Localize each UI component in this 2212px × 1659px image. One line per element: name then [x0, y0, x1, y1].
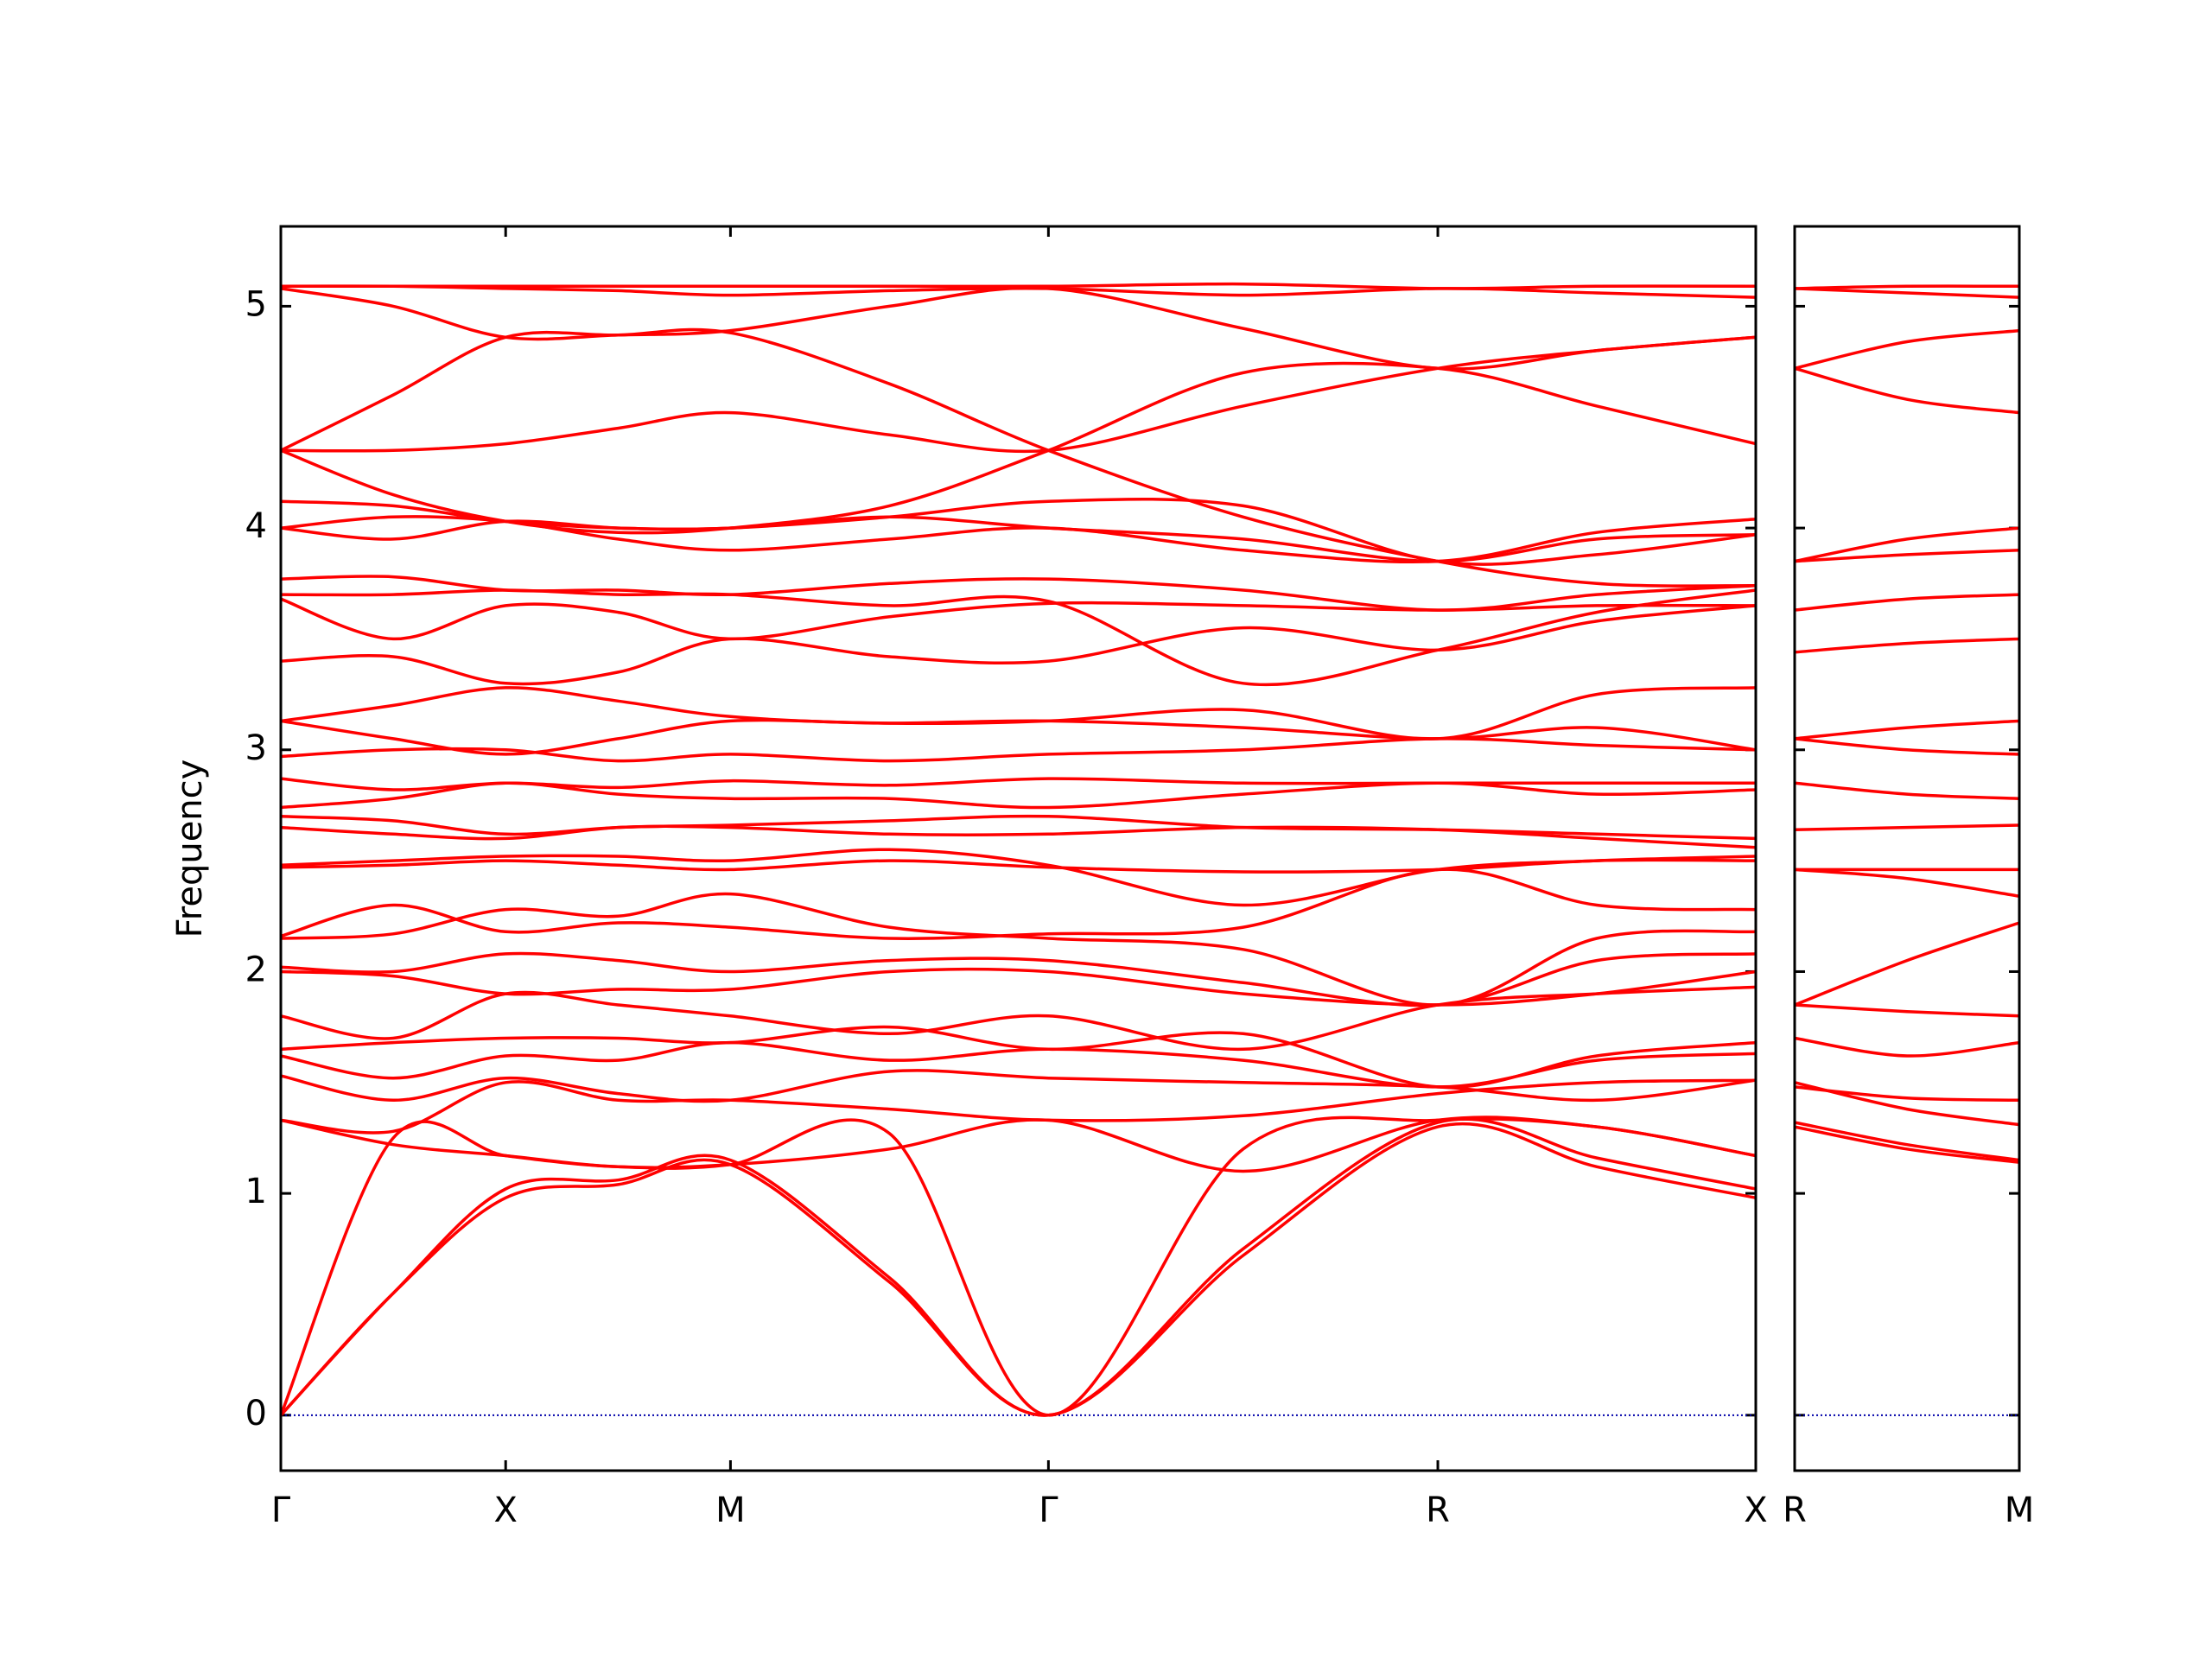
y-tick-label: 1 [245, 1172, 267, 1211]
band-line [280, 686, 1757, 741]
band-line [280, 868, 1757, 940]
y-axis-label: Frequency [170, 760, 210, 938]
band-line [1794, 366, 2020, 415]
band-line [1794, 549, 2020, 563]
band-line [1794, 287, 2020, 299]
band-line [280, 737, 1757, 763]
y-tick-label: 2 [245, 950, 267, 989]
band-line [279, 1122, 1757, 1417]
band-line [280, 858, 1757, 874]
band-line [280, 515, 1757, 563]
y-tick-label: 5 [245, 284, 267, 324]
x-tick-label: R [1426, 1491, 1450, 1530]
band-line [280, 604, 1757, 686]
band-line [280, 892, 1757, 1007]
band-line [1794, 719, 2020, 741]
band-line [280, 1025, 1757, 1090]
band-line [280, 1069, 1757, 1103]
band-line [280, 361, 1757, 535]
band-line [1794, 593, 2020, 612]
x-tick-label: Γ [271, 1491, 291, 1530]
band-line [1794, 1125, 2020, 1164]
x-tick-label: Γ [1039, 1491, 1058, 1530]
band-line [280, 327, 1757, 588]
plot-frame [1793, 225, 2021, 1472]
band-line [280, 781, 1757, 810]
band-line [1794, 637, 2020, 654]
band-line [280, 848, 1757, 907]
band-line [1794, 781, 2020, 800]
band-line [280, 597, 1757, 641]
band-line [280, 286, 1757, 371]
band-line [279, 1116, 1757, 1417]
y-tick-label: 4 [245, 506, 267, 546]
y-tick-label: 0 [245, 1394, 267, 1433]
band-line [1794, 1121, 2020, 1162]
band-line [1794, 737, 2020, 756]
band-line [280, 1040, 1757, 1089]
band-line [1794, 868, 2020, 898]
band-line [1794, 328, 2020, 371]
band-line [280, 777, 1756, 791]
band-line [280, 951, 1757, 1007]
band-line [280, 497, 1757, 566]
x-tick-label: X [1744, 1491, 1767, 1530]
x-tick-label: M [2005, 1491, 2035, 1530]
plot-frame [279, 225, 1758, 1472]
band-line [280, 575, 1757, 612]
band-line [280, 985, 1757, 1052]
band-line [279, 1117, 1757, 1417]
band-line [280, 824, 1757, 849]
band-line [1794, 1036, 2020, 1058]
x-tick-label: M [715, 1491, 746, 1530]
band-line [1794, 1085, 2020, 1103]
band-line [1794, 1081, 2020, 1127]
band-line [1794, 526, 2020, 563]
band-line [280, 967, 1757, 1007]
band-line [1794, 1003, 2020, 1018]
band-line [1794, 284, 2020, 290]
band-line [280, 1116, 1757, 1173]
x-tick-label: X [493, 1491, 517, 1530]
x-tick-label: R [1783, 1491, 1807, 1530]
band-line [280, 1078, 1757, 1135]
band-line [280, 335, 1757, 454]
band-line [281, 282, 1757, 290]
band-line [280, 515, 1757, 564]
band-line [1794, 921, 2020, 1007]
band-line [1794, 823, 2020, 831]
band-line [280, 814, 1757, 841]
y-tick-label: 3 [245, 728, 267, 768]
